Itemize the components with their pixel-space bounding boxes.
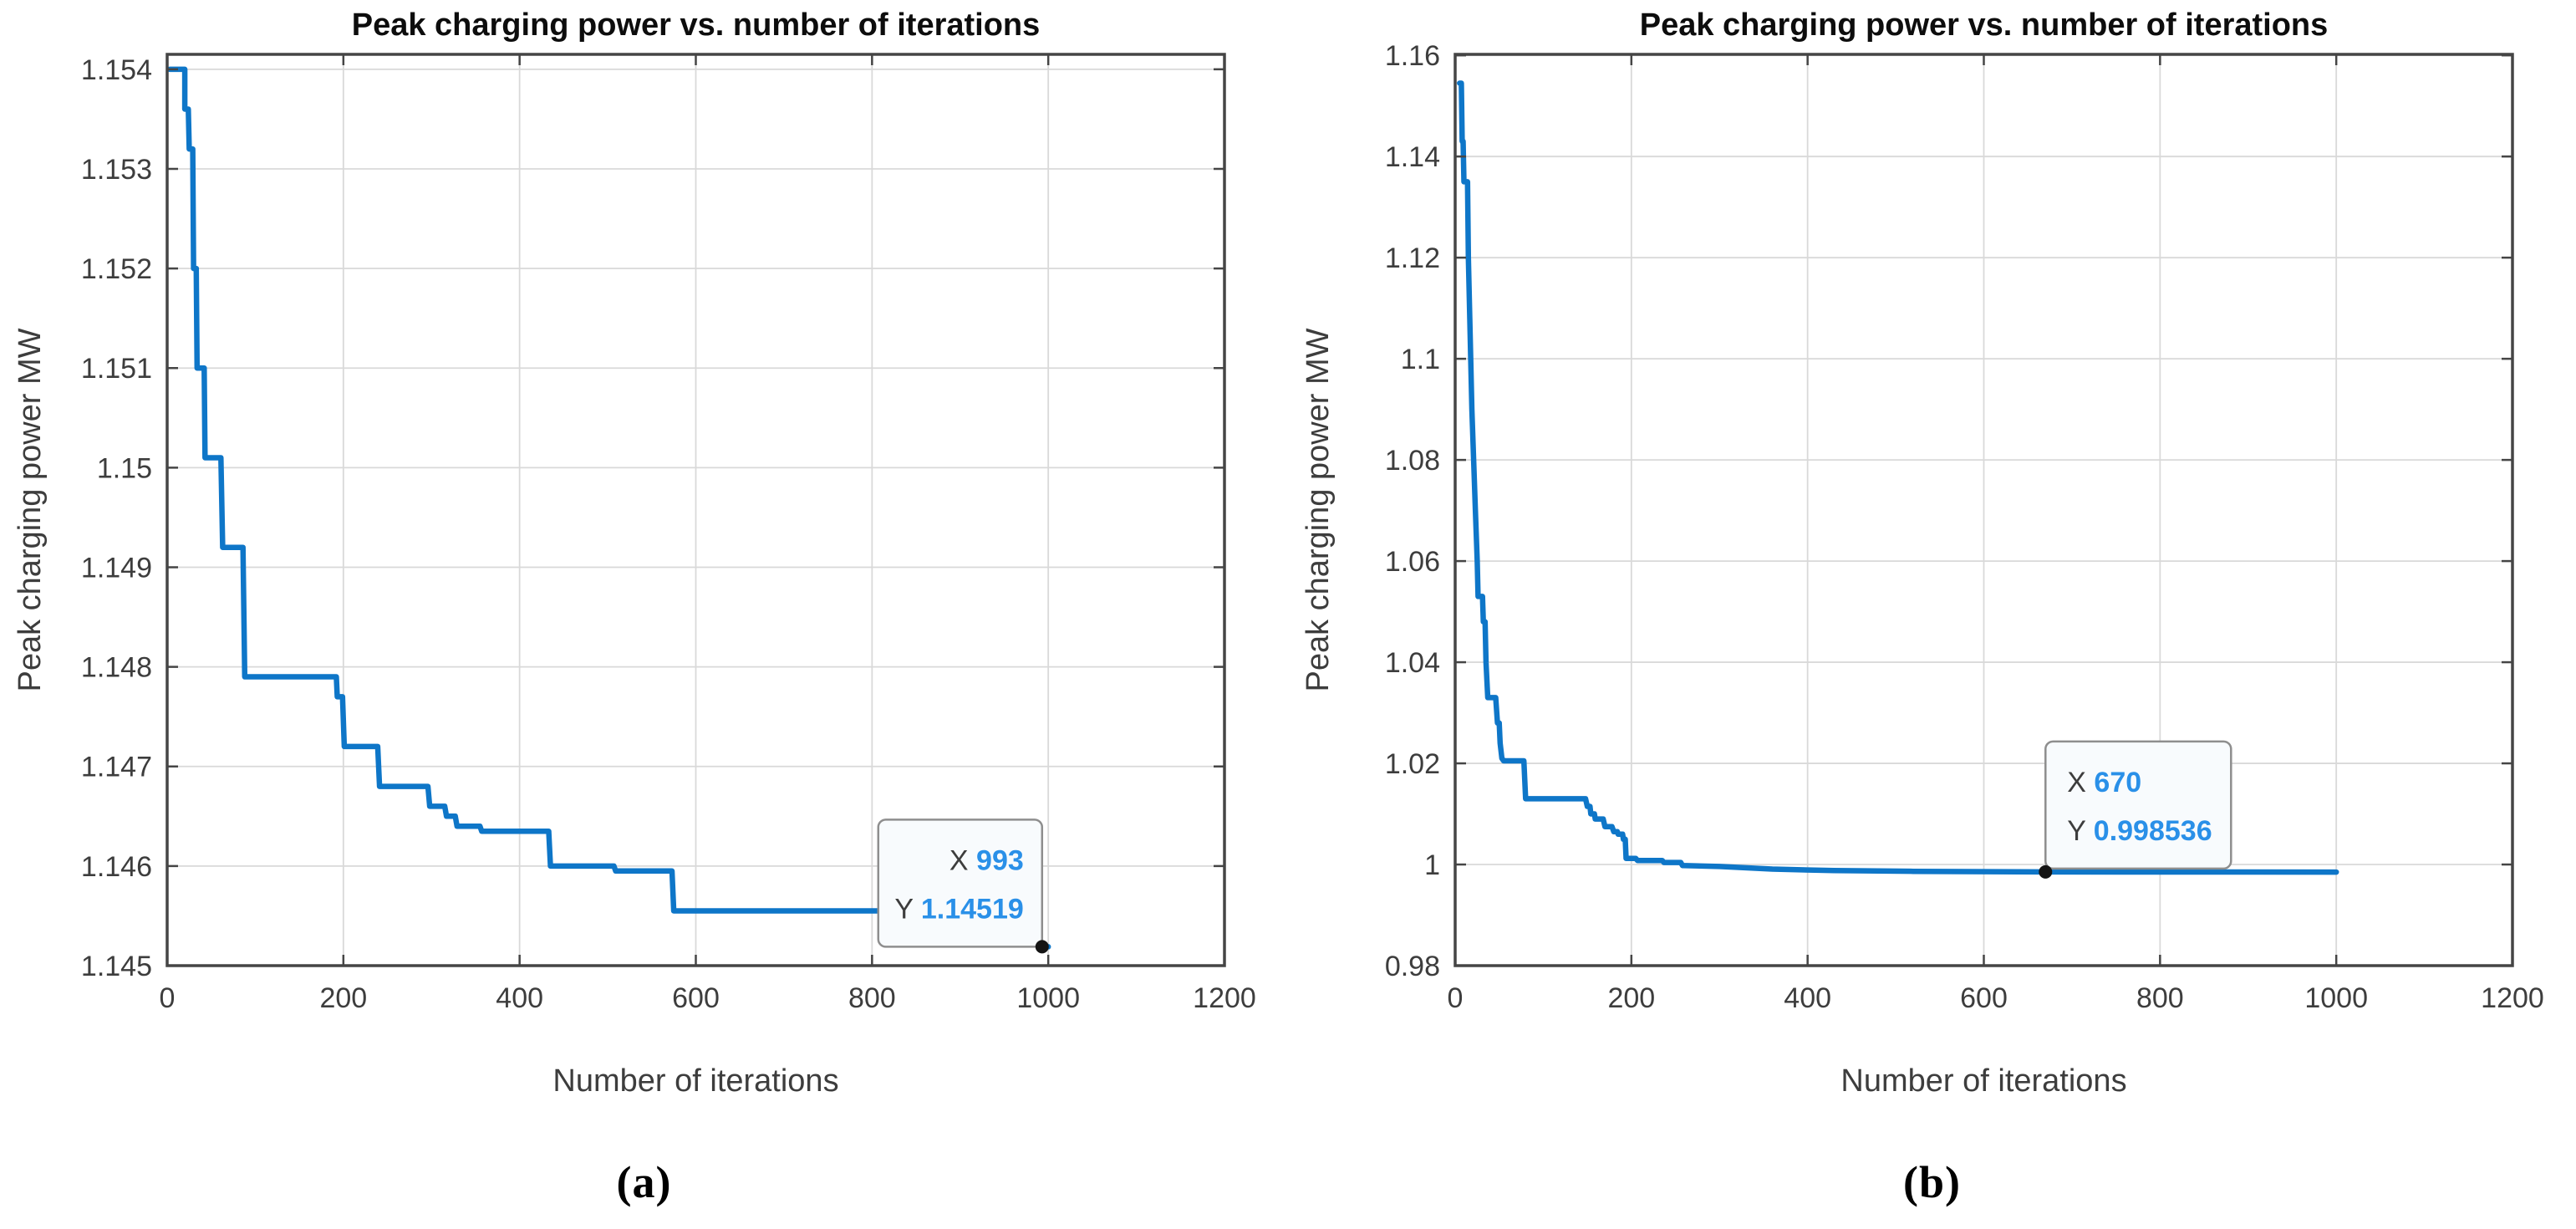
x-tick-label: 0 [160, 982, 176, 1014]
y-tick-label: 1.151 [81, 353, 152, 385]
panel-b: 0 200 400 600 800 1000 1200 0.98 1 1.02 1.04 1.06 1.… [1288, 0, 2576, 1229]
x-tick-label: 600 [672, 982, 720, 1014]
series-line[interactable] [1457, 80, 2339, 875]
y-tick-label: 1.08 [1385, 445, 1440, 477]
x-tick-label: 200 [319, 982, 367, 1014]
axis-ticks [165, 54, 1226, 967]
datatip-row: Y 0.998536 [2067, 815, 2212, 847]
y-tick-label: 1.15 [97, 452, 152, 484]
x-tick-label: 600 [1960, 982, 2008, 1014]
x-tick-label: 200 [1607, 982, 1655, 1014]
y-tick-label: 1.146 [81, 851, 152, 883]
tick-labels: 0 200 400 600 800 1000 1200 0.98 1 1.02 1.04 1.06 1.… [1385, 40, 2544, 1014]
y-tick-label: 1.12 [1385, 242, 1440, 274]
chart-a: 0 200 400 600 800 1000 1200 1.145 1.146 1.147 1.14… [13, 8, 1256, 1099]
y-tick-label: 1.149 [81, 552, 152, 584]
datatip-box[interactable] [2044, 740, 2232, 870]
axis-ticks [1453, 54, 2514, 967]
datatip-marker[interactable] [1035, 940, 1049, 954]
x-tick-label: 800 [848, 982, 896, 1014]
tick-labels: 0 200 400 600 800 1000 1200 1.145 1.146 1.147 1.14… [81, 54, 1256, 1014]
y-tick-label: 1.02 [1385, 748, 1440, 780]
y-tick-label: 1.145 [81, 951, 152, 982]
y-tick-label: 1.147 [81, 752, 152, 783]
x-tick-label: 1000 [1016, 982, 1080, 1014]
x-tick-label: 0 [1448, 982, 1464, 1014]
y-tick-label: 1.04 [1385, 647, 1440, 679]
y-tick-label: 1.1 [1401, 344, 1440, 375]
y-tick-label: 1.16 [1385, 40, 1440, 72]
y-tick-label: 0.98 [1385, 951, 1440, 982]
x-tick-label: 1200 [2481, 982, 2544, 1014]
y-tick-label: 1.06 [1385, 546, 1440, 578]
caption-a: (a) [616, 1157, 672, 1207]
x-tick-label: 400 [1784, 982, 1831, 1014]
datatip-row: Y 1.14519 [894, 893, 1023, 925]
series-line[interactable] [166, 66, 1051, 950]
x-axis-label: Number of iterations [1840, 1063, 2126, 1099]
panel-a: 0 200 400 600 800 1000 1200 1.145 1.146 1.147 1.14… [13, 8, 1256, 1207]
y-tick-label: 1 [1424, 849, 1440, 881]
chart-b: 0 200 400 600 800 1000 1200 0.98 1 1.02 1.04 1.06 1.… [1301, 8, 2544, 1099]
y-axis-label: Peak charging power MW [13, 328, 48, 691]
y-tick-label: 1.152 [81, 253, 152, 285]
x-tick-label: 1000 [2304, 982, 2368, 1014]
datatip-row: X 670 [2067, 767, 2141, 798]
x-axis-label: Number of iterations [552, 1063, 838, 1099]
datatip-row: X 993 [949, 844, 1024, 876]
y-axis-label: Peak charging power MW [1301, 328, 1336, 691]
gridlines [167, 54, 1224, 966]
x-tick-label: 400 [496, 982, 543, 1014]
x-tick-label: 1200 [1193, 982, 1256, 1014]
y-tick-label: 1.14 [1385, 141, 1440, 173]
y-tick-label: 1.148 [81, 652, 152, 684]
datatip-box[interactable] [877, 818, 1044, 948]
y-tick-label: 1.154 [81, 54, 152, 86]
datatip-marker[interactable] [2039, 864, 2053, 879]
y-tick-label: 1.153 [81, 154, 152, 186]
chart-title: Peak charging power vs. number of iterat… [352, 8, 1041, 43]
caption-b: (b) [1903, 1157, 1961, 1207]
chart-title: Peak charging power vs. number of iterat… [1640, 8, 2329, 43]
x-tick-label: 800 [2136, 982, 2184, 1014]
